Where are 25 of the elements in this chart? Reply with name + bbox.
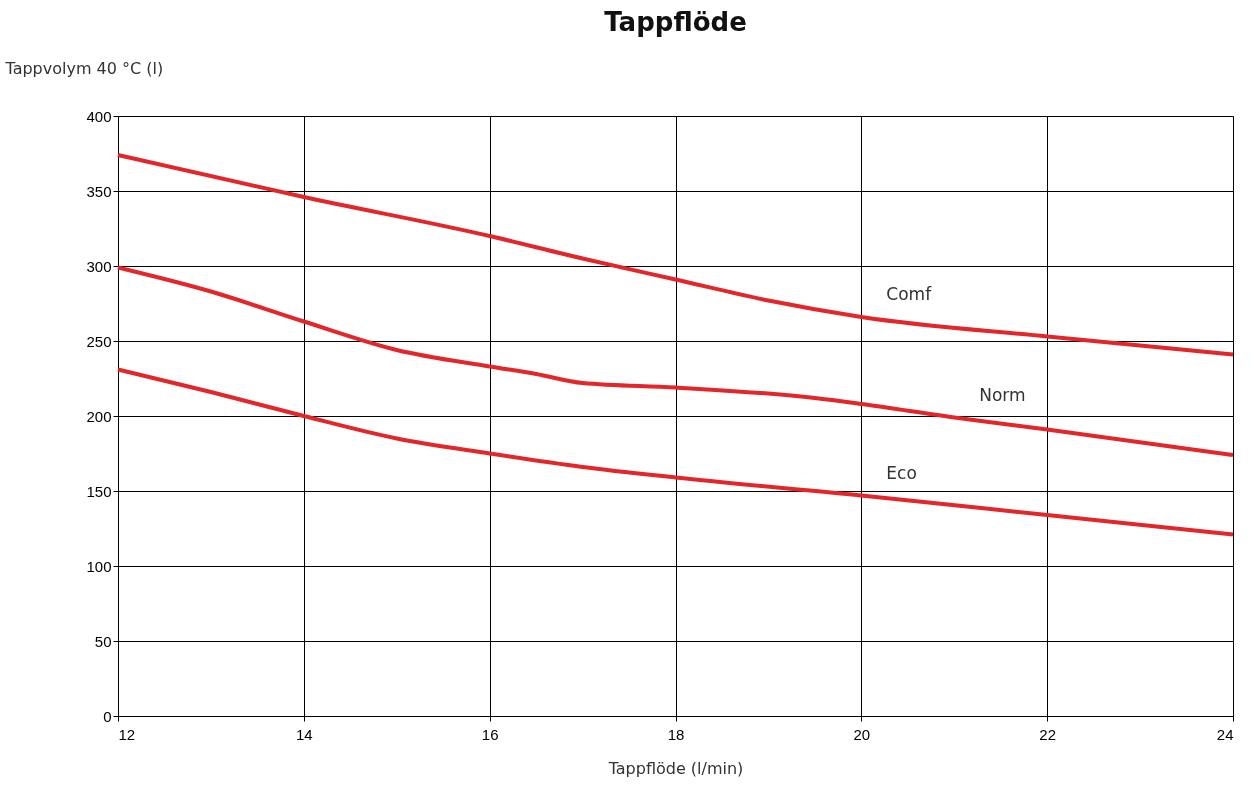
y-tick-label: 100: [86, 557, 112, 575]
line-series: [116, 367, 1235, 537]
x-tick-label: 16: [481, 725, 499, 743]
x-tick-label: 22: [1039, 725, 1057, 743]
line-series: [116, 265, 1235, 457]
x-tick-label: 12: [118, 725, 136, 743]
x-tick-label: 24: [1216, 725, 1234, 743]
y-tick-label: 50: [94, 632, 112, 650]
line-series: [116, 153, 1235, 357]
y-tick-label: 400: [86, 107, 112, 125]
y-tick-label: 150: [86, 482, 112, 500]
series-label: Eco: [886, 462, 917, 483]
x-tick-label: 18: [667, 725, 685, 743]
chart-title: Tappflöde: [604, 7, 747, 37]
series-label: Comf: [886, 284, 933, 304]
x-tick-label: 14: [295, 725, 313, 743]
y-tick-label: 350: [86, 182, 112, 200]
x-tick-label: 20: [853, 725, 871, 743]
y-tick-label: 0: [103, 707, 112, 725]
y-tick-label: 200: [86, 407, 112, 425]
y-axis-title: Tappvolym 40 °C (l): [4, 58, 164, 78]
series-label: Norm: [979, 384, 1026, 405]
y-tick-label: 300: [86, 257, 112, 275]
x-axis-title: Tappflöde (l/min): [607, 758, 744, 778]
y-tick-label: 250: [86, 332, 112, 350]
